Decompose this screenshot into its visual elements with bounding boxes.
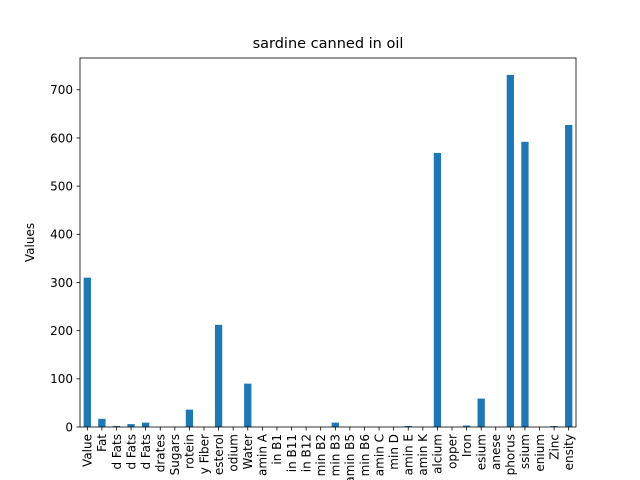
x-tick-label: amin C [372, 434, 386, 476]
bar [83, 277, 91, 427]
x-tick-label: rotein [183, 434, 197, 469]
bar [462, 425, 471, 427]
y-tick-label: 0 [65, 420, 73, 434]
y-axis: 0 100 200 300 400 500 600 700 [50, 83, 80, 434]
bar [98, 418, 106, 427]
bar [214, 324, 223, 427]
bar [185, 409, 194, 427]
chart-title: sardine canned in oil [253, 36, 404, 52]
x-tick-label: in B12 [299, 434, 313, 472]
bar [521, 141, 529, 428]
bar [550, 426, 558, 427]
y-tick-label: 300 [50, 276, 73, 290]
bar [244, 383, 252, 427]
bar [331, 422, 339, 427]
x-tick-label: d Fats [139, 434, 153, 470]
x-tick-label: drates [154, 434, 168, 472]
x-tick-label: amin E [402, 434, 416, 475]
x-tick-label: min B6 [358, 434, 372, 476]
x-tick-label: phorus [504, 434, 518, 475]
x-tick-label: amin K [416, 433, 430, 476]
x-tick-label: Zinc [547, 434, 561, 460]
x-tick-label: opper [445, 434, 459, 469]
x-tick-label: amin B5 [343, 434, 357, 480]
x-tick-label: in B1 [270, 434, 284, 465]
x-tick-label: min D [387, 434, 401, 470]
y-tick-label: 600 [50, 131, 73, 145]
x-tick-label: min B2 [314, 434, 328, 476]
y-axis-label: Values [23, 223, 37, 262]
bars-group [83, 74, 573, 428]
y-tick-label: 500 [50, 179, 73, 193]
bar [506, 74, 514, 427]
x-tick-label: Iron [460, 434, 474, 457]
x-tick-label: d Fats [110, 434, 124, 470]
y-tick-label: 700 [50, 83, 73, 97]
x-tick-label: ssium [518, 434, 532, 469]
x-tick-label: odium [226, 434, 240, 472]
x-tick-label: ensity [562, 434, 576, 470]
x-tick-label: anese [489, 434, 503, 470]
x-tick-label: amin A [256, 433, 270, 476]
x-tick-label: alcium [431, 434, 445, 474]
x-tick-label: Fat [95, 434, 109, 452]
x-tick-label: esterol [212, 434, 226, 475]
bar [112, 426, 121, 427]
x-axis: Value Fat d Fats d Fats d Fats drates Sugars ro… [81, 427, 576, 480]
bar [404, 426, 412, 427]
bar [433, 152, 442, 427]
plot-frame [79, 57, 577, 428]
y-tick-label: 200 [50, 324, 73, 338]
x-tick-label: d Fats [124, 434, 138, 470]
bar [477, 398, 485, 427]
x-tick-label: Water [241, 434, 255, 470]
x-tick-label: Value [81, 434, 95, 467]
x-tick-label: y Fiber [197, 434, 211, 474]
bar [565, 124, 573, 427]
y-tick-label: 400 [50, 228, 73, 242]
bar [127, 424, 135, 427]
y-tick-label: 100 [50, 372, 73, 386]
x-tick-label: Sugars [168, 434, 182, 475]
x-tick-label: in B11 [285, 434, 299, 472]
bar [142, 422, 150, 427]
x-tick-label: min B3 [329, 434, 343, 476]
x-tick-label: enium [533, 434, 547, 472]
x-tick-label: esium [474, 434, 488, 470]
